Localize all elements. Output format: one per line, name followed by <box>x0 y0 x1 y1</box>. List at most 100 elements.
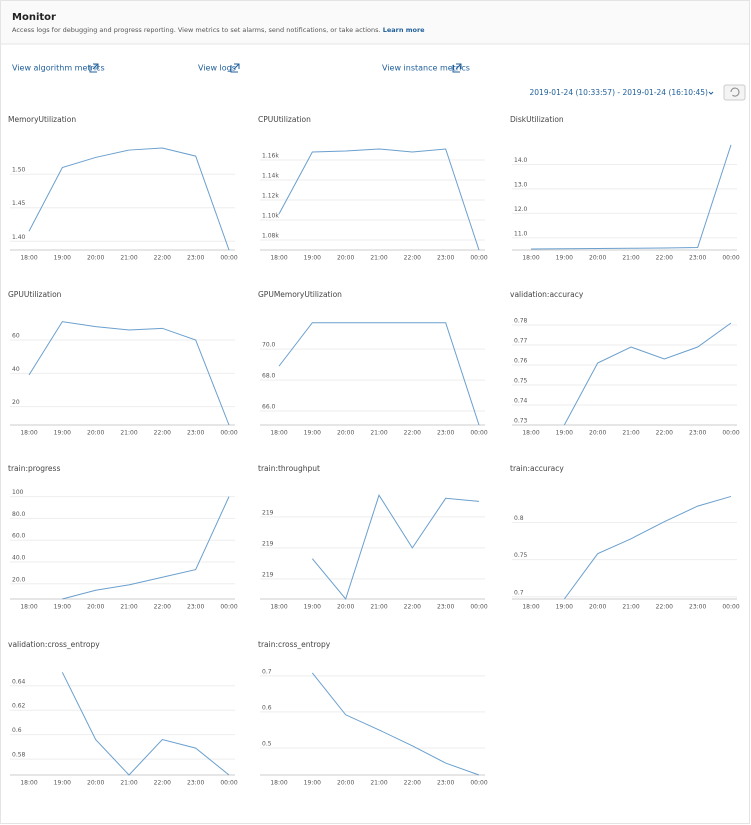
x-tick-label: 22:00 <box>656 255 673 262</box>
date-range[interactable]: 2019-01-24 (10:33:57) - 2019-01-24 (16:1… <box>530 88 709 97</box>
chart-title: CPUUtilization <box>258 115 311 124</box>
x-tick-label: 00:00 <box>220 430 237 437</box>
x-tick-label: 18:00 <box>20 604 37 611</box>
y-tick-label: 68.0 <box>262 373 276 380</box>
chart: train:progress 20.0 40.0 60.0 80.0 100 18:00 19… <box>8 464 238 611</box>
learn-more[interactable]: Learn more <box>383 26 425 34</box>
y-tick-label: 0.58 <box>12 752 26 759</box>
x-tick-label: 20:00 <box>337 255 354 262</box>
x-tick-label: 21:00 <box>120 255 137 262</box>
chart-title: DiskUtilization <box>510 115 564 124</box>
chart: train:accuracy 0.7 0.75 0.8 18:00 19:00 20:00 2… <box>510 464 740 611</box>
x-tick-label: 19:00 <box>304 780 321 787</box>
chart-title: GPUUtilization <box>8 290 62 299</box>
y-tick-label: 0.64 <box>12 678 26 685</box>
x-tick-label: 00:00 <box>220 604 237 611</box>
chart-title: validation:accuracy <box>510 290 584 299</box>
x-tick-label: 20:00 <box>87 604 104 611</box>
x-tick-label: 19:00 <box>556 430 573 437</box>
y-tick-label: 13.0 <box>514 181 528 188</box>
x-tick-label: 21:00 <box>622 604 639 611</box>
x-tick-label: 18:00 <box>270 780 287 787</box>
link[interactable]: View algorithm metrics <box>12 64 105 73</box>
chart: train:cross_entropy 0.5 0.6 0.7 18:00 19:00 20… <box>258 640 488 787</box>
chart: validation:cross_entropy 0.58 0.6 0.62 0.64 1… <box>8 640 238 787</box>
y-tick-label: 0.62 <box>12 703 26 710</box>
y-tick-label: 0.75 <box>514 378 528 385</box>
x-tick-label: 20:00 <box>87 780 104 787</box>
y-tick-label: 0.78 <box>514 318 528 325</box>
x-tick-label: 23:00 <box>437 780 454 787</box>
y-tick-label: 0.5 <box>262 740 272 747</box>
y-tick-label: 100 <box>12 489 24 496</box>
x-tick-label: 21:00 <box>370 430 387 437</box>
y-tick-label: 1.16k <box>262 153 279 160</box>
x-tick-label: 21:00 <box>622 430 639 437</box>
line-series <box>278 322 480 426</box>
y-tick-label: 1.40 <box>12 234 26 241</box>
x-tick-label: 18:00 <box>20 255 37 262</box>
x-tick-label: 21:00 <box>120 780 137 787</box>
chart-title: train:throughput <box>258 464 320 473</box>
y-tick-label: 0.77 <box>514 338 528 345</box>
chart-title: MemoryUtilization <box>8 115 76 124</box>
y-tick-label: 60.0 <box>12 533 26 540</box>
x-tick-label: 19:00 <box>556 604 573 611</box>
line-series <box>28 321 230 426</box>
x-tick-label: 18:00 <box>270 604 287 611</box>
y-tick-label: 0.75 <box>514 552 528 559</box>
y-tick-label: 0.76 <box>514 358 528 365</box>
x-tick-label: 21:00 <box>370 255 387 262</box>
line-series <box>28 147 230 251</box>
x-tick-label: 18:00 <box>20 430 37 437</box>
x-tick-label: 19:00 <box>54 780 71 787</box>
x-tick-label: 00:00 <box>722 430 739 437</box>
x-tick-label: 00:00 <box>470 255 487 262</box>
description: Access logs for debugging and progress r… <box>12 26 381 34</box>
x-tick-label: 23:00 <box>437 604 454 611</box>
y-tick-label: 11.0 <box>514 230 528 237</box>
y-tick-label: 0.7 <box>514 589 524 596</box>
chart-title: train:cross_entropy <box>258 640 331 649</box>
chart-title: train:accuracy <box>510 464 564 473</box>
x-tick-label: 22:00 <box>404 780 421 787</box>
x-tick-label: 23:00 <box>689 604 706 611</box>
link[interactable]: View logs <box>198 64 236 73</box>
x-tick-label: 21:00 <box>370 604 387 611</box>
header-bg <box>1 1 749 44</box>
y-tick-label: 0.7 <box>262 668 272 675</box>
y-tick-label: 0.6 <box>12 727 22 734</box>
x-tick-label: 00:00 <box>722 604 739 611</box>
y-tick-label: 0.6 <box>262 704 272 711</box>
y-tick-label: 0.73 <box>514 418 528 425</box>
y-tick-label: 0.74 <box>514 398 528 405</box>
chart: CPUUtilization 1.08k 1.10k 1.12k 1.14k 1.16k 1… <box>258 115 488 262</box>
link[interactable]: View instance metrics <box>382 64 470 73</box>
x-tick-label: 23:00 <box>187 255 204 262</box>
refresh-button[interactable] <box>723 84 746 101</box>
x-tick-label: 00:00 <box>722 255 739 262</box>
y-tick-label: 80.0 <box>12 511 26 518</box>
chart: DiskUtilization 11.0 12.0 13.0 14.0 18:00 19:0… <box>510 115 740 262</box>
x-tick-label: 18:00 <box>270 255 287 262</box>
line-series <box>311 494 480 601</box>
y-tick-label: 1.12k <box>262 193 279 200</box>
x-tick-label: 19:00 <box>54 604 71 611</box>
chart-title: train:progress <box>8 464 60 473</box>
y-tick-label: 1.10k <box>262 213 279 220</box>
header-title: Monitor <box>12 12 56 23</box>
y-tick-label: 20 <box>12 399 20 406</box>
x-tick-label: 00:00 <box>220 255 237 262</box>
x-tick-label: 23:00 <box>689 430 706 437</box>
chart-title: GPUMemoryUtilization <box>258 290 342 299</box>
y-tick-label: 1.08k <box>262 233 279 240</box>
line-series <box>311 672 480 776</box>
x-tick-label: 18:00 <box>522 255 539 262</box>
x-tick-label: 23:00 <box>689 255 706 262</box>
chart: train:throughput 219 219 219 18:00 19:00 20:00… <box>258 464 488 611</box>
y-tick-label: 20.0 <box>12 576 26 583</box>
x-tick-label: 19:00 <box>304 604 321 611</box>
x-tick-label: 19:00 <box>54 430 71 437</box>
chart: GPUUtilization 20 40 60 18:00 19:00 20:00 21:00… <box>8 290 238 437</box>
